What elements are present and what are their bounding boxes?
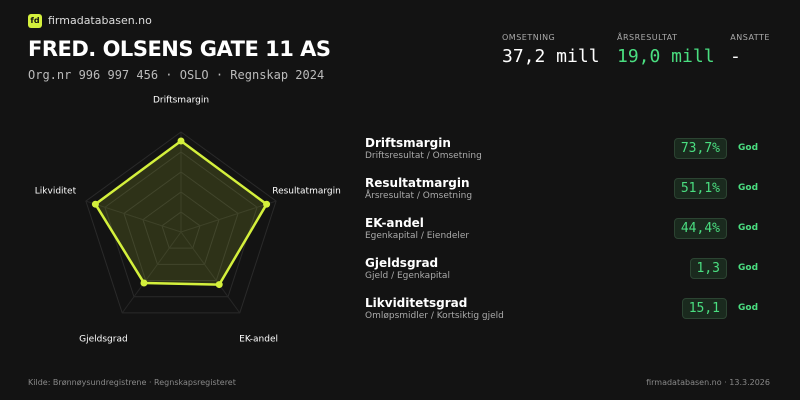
credit: firmadatabasen.no · 13.3.2026 (646, 378, 770, 387)
grid-ring (85, 131, 277, 314)
ratio-rating: God (738, 183, 759, 193)
spoke (121, 231, 182, 314)
ratio-name: Resultatmargin (365, 176, 470, 190)
kpi-label: ANSATTE (730, 33, 770, 42)
kpi-value: - (730, 46, 741, 67)
ratio-value: 73,7% (673, 138, 727, 159)
radar-chart: Driftsmargin Resultatmargin EK-andel Gjelds… (35, 96, 341, 345)
radar-point (91, 200, 99, 208)
ratio-formula: Egenkapital / Eiendeler (365, 231, 470, 241)
radar-point (140, 279, 148, 287)
ratio-name: Likviditetsgrad (365, 296, 468, 310)
ratio-formula: Driftsresultat / Omsetning (365, 151, 482, 161)
ratio-value: 44,4% (673, 218, 727, 239)
grid-ring (123, 171, 239, 282)
ratio-value: 15,1 (681, 298, 727, 319)
company-title: FRED. OLSENS GATE 11 AS (28, 37, 331, 61)
ratio-rating: God (738, 223, 759, 233)
axis-label: EK-andel (239, 334, 278, 344)
source: Kilde: Brønnøysundregistrene · Regnskaps… (28, 378, 236, 387)
spoke (180, 200, 277, 233)
ratio-formula: Gjeld / Egenkapital (365, 271, 450, 281)
grid-ring (161, 211, 201, 249)
radar-point (215, 281, 223, 289)
axis-label: Gjeldsgrad (79, 334, 128, 344)
ratio-formula: Årsresultat / Omsetning (365, 191, 473, 201)
logo: fd (28, 14, 42, 28)
ratio-name: Driftsmargin (365, 136, 451, 150)
ratio-name: EK-andel (365, 216, 424, 230)
kpi-value: 37,2 mill (502, 46, 600, 67)
brand: firmadatabasen.no (48, 14, 152, 27)
kpi-label: ÅRSRESULTAT (617, 33, 678, 42)
spoke (85, 200, 182, 233)
ratio-rating: God (738, 263, 759, 273)
axis-label: Resultatmargin (272, 187, 341, 197)
ratio-rating: God (738, 303, 759, 313)
grid-ring (104, 151, 258, 298)
radar-area (94, 139, 268, 286)
radar-point (177, 137, 185, 145)
kpi-label: OMSETNING (502, 33, 556, 42)
ratio-value: 51,1% (673, 178, 727, 199)
ratio-name: Gjeldsgrad (365, 256, 439, 270)
axis-label: Likviditet (35, 187, 77, 197)
spoke (180, 231, 241, 314)
ratio-formula: Omløpsmidler / Kortsiktig gjeld (365, 311, 504, 321)
radar-point (263, 200, 271, 208)
grid-ring (142, 191, 220, 265)
ratio-rating: God (738, 143, 759, 153)
kpi-value: 19,0 mill (617, 46, 715, 67)
company-subtitle: Org.nr 996 997 456 · OSLO · Regnskap 202… (28, 68, 325, 82)
axis-label: Driftsmargin (153, 96, 209, 106)
ratio-value: 1,3 (689, 258, 727, 279)
